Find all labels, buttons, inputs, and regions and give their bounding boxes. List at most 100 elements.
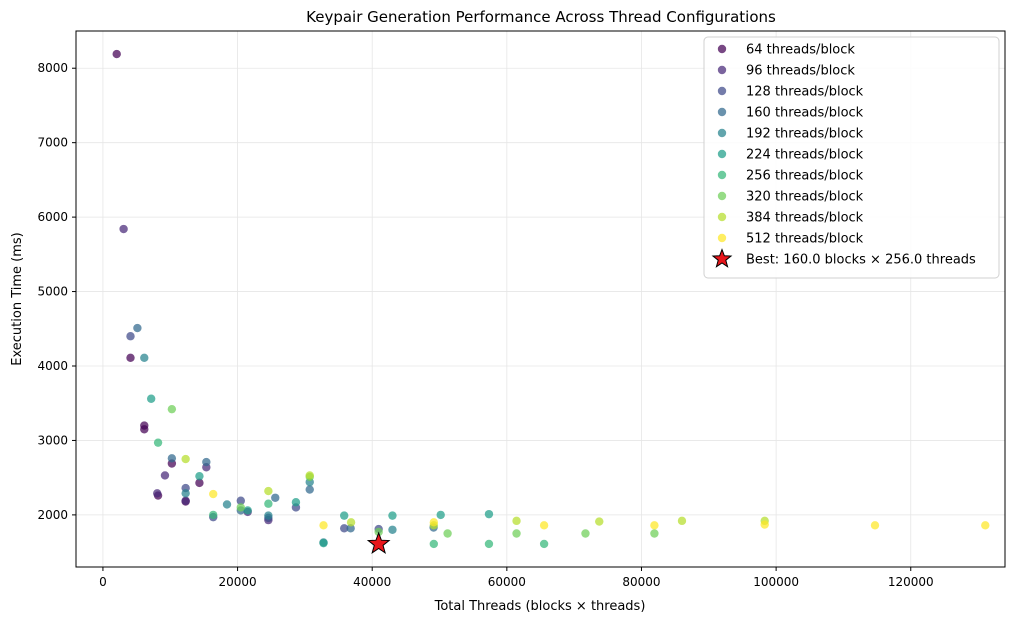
scatter-point: [436, 510, 445, 520]
scatter-point: [581, 529, 590, 538]
legend-marker: [717, 128, 727, 138]
scatter-point: [264, 499, 273, 508]
scatter-point: [512, 529, 521, 538]
scatter-point: [243, 506, 252, 515]
scatter-point: [181, 454, 190, 464]
legend: 64 threads/block 96 threads/block 128 thre…: [703, 36, 1000, 279]
legend-marker: [717, 191, 727, 201]
legend-label: 64 threads/block: [746, 43, 855, 58]
scatter-point: [484, 509, 494, 519]
legend-label: 256 threads/block: [746, 169, 864, 184]
scatter-point: [236, 496, 245, 505]
scatter-point: [195, 471, 204, 481]
scatter-point: [512, 516, 521, 526]
legend-marker: [717, 149, 727, 159]
scatter-point: [305, 485, 314, 494]
scatter-point: [346, 518, 356, 527]
scatter-point: [388, 525, 397, 534]
legend-label-best: Best: 160.0 blocks × 256.0 threads: [746, 253, 976, 268]
legend-label: 224 threads/block: [746, 148, 864, 163]
legend-marker: [717, 107, 727, 117]
legend-star-marker: [711, 248, 733, 268]
legend-label: 160 threads/block: [746, 106, 864, 121]
scatter-point: [140, 421, 149, 430]
legend-label: 192 threads/block: [746, 127, 864, 142]
scatter-point: [650, 529, 659, 538]
scatter-point: [167, 454, 177, 463]
y-tick-label: 5000: [37, 285, 68, 299]
scatter-point: [195, 478, 204, 488]
scatter-point: [126, 353, 135, 363]
x-tick-label: 80000: [622, 575, 660, 589]
scatter-point: [388, 511, 397, 520]
scatter-point: [429, 539, 439, 549]
scatter-point: [264, 486, 273, 496]
scatter-point: [650, 521, 659, 530]
scatter-point: [443, 529, 452, 538]
x-tick-label: 0: [99, 575, 107, 589]
y-tick-label: 8000: [37, 61, 68, 75]
scatter-point: [271, 493, 280, 502]
scatter-point: [222, 500, 232, 509]
scatter-point: [319, 538, 328, 548]
scatter-point: [346, 524, 355, 533]
scatter-point: [484, 539, 494, 549]
scatter-point: [595, 517, 604, 526]
legend-label: 96 threads/block: [746, 64, 855, 79]
scatter-point: [153, 489, 162, 498]
x-tick-label: 120000: [888, 575, 934, 589]
scatter-point: [153, 438, 163, 447]
legend-box: [703, 36, 1000, 279]
scatter-point: [760, 520, 769, 529]
y-tick-label: 6000: [37, 210, 68, 224]
scatter-point: [133, 323, 142, 333]
y-tick-label: 7000: [37, 136, 68, 150]
y-axis-label: Execution Time (ms): [10, 232, 25, 365]
scatter-point: [112, 49, 121, 59]
legend-marker: [717, 65, 727, 75]
x-tick-label: 60000: [488, 575, 526, 589]
x-tick-label: 20000: [218, 575, 256, 589]
scatter-point: [140, 353, 149, 363]
scatter-point: [236, 503, 245, 512]
legend-label: 512 threads/block: [746, 232, 864, 247]
scatter-point: [305, 471, 314, 480]
chart-title: Keypair Generation Performance Across Th…: [306, 8, 776, 26]
y-tick-label: 4000: [37, 359, 68, 373]
scatter-point: [539, 539, 549, 549]
legend-label: 320 threads/block: [746, 190, 864, 205]
scatter-point: [677, 516, 687, 526]
legend-marker: [717, 212, 727, 222]
plot-frame: [75, 30, 1006, 568]
scatter-point: [264, 511, 273, 520]
scatter-point: [339, 511, 349, 520]
scatter-point: [870, 521, 880, 530]
scatter-point: [146, 394, 156, 403]
scatter-point: [160, 471, 170, 480]
scatter-point: [339, 524, 349, 533]
scatter-point: [119, 224, 128, 234]
scatter-point: [539, 521, 549, 530]
x-axis-ticks: 0 20000 40000 60000 80000 100000 120000: [99, 567, 934, 589]
scatter-point: [202, 457, 211, 467]
scatter-point: [209, 510, 218, 520]
legend-label: 384 threads/block: [746, 211, 864, 226]
x-tick-label: 100000: [753, 575, 799, 589]
legend-marker: [717, 44, 727, 54]
legend-marker: [717, 170, 727, 180]
y-tick-label: 2000: [37, 508, 68, 522]
x-axis-label: Total Threads (blocks × threads): [434, 599, 646, 614]
y-axis-ticks: 2000 3000 4000 5000 6000 7000 8000: [37, 61, 76, 522]
legend-marker: [717, 86, 727, 96]
x-tick-label: 40000: [353, 575, 391, 589]
scatter-point: [319, 521, 328, 530]
data-points: [112, 49, 990, 554]
scatter-point: [291, 498, 301, 507]
legend-marker: [717, 233, 727, 243]
scatter-point: [209, 489, 218, 499]
y-tick-label: 3000: [37, 433, 68, 447]
scatter-point: [167, 404, 177, 414]
scatter-point: [429, 518, 439, 527]
scatter-point: [181, 489, 190, 498]
